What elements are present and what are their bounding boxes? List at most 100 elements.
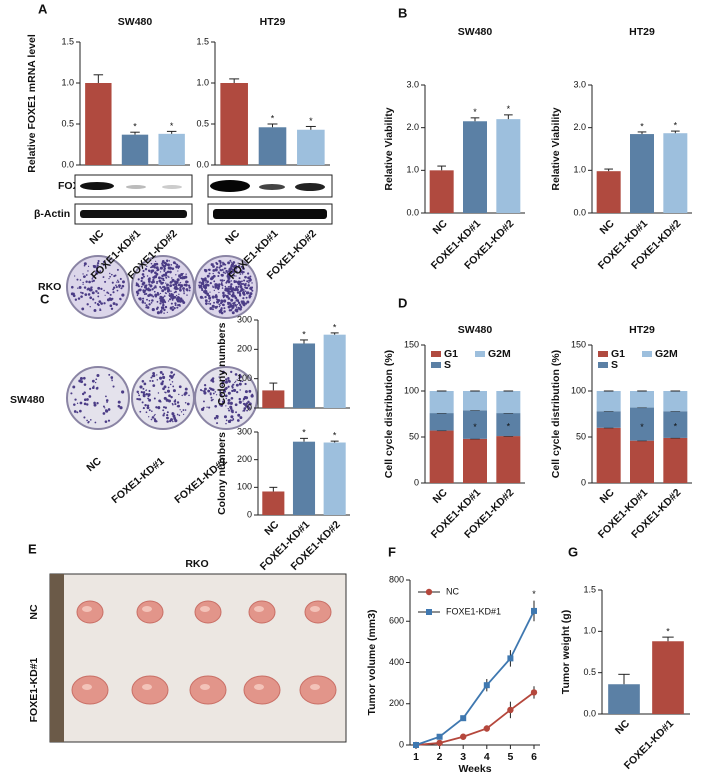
colony (234, 381, 236, 384)
bar (663, 133, 688, 213)
colony (237, 262, 239, 264)
colony (104, 294, 106, 296)
bar-segment (429, 430, 454, 483)
tumor (243, 675, 281, 705)
significance: * (309, 116, 313, 126)
colony (91, 278, 94, 280)
colony (152, 280, 156, 284)
colony (145, 304, 148, 307)
legend-swatch (642, 351, 652, 357)
y-tick-label: 200 (237, 454, 252, 464)
colony (236, 390, 239, 394)
colony (222, 295, 226, 298)
colony (155, 260, 157, 262)
colony (161, 373, 165, 376)
colony (112, 385, 115, 388)
colony (224, 272, 226, 274)
colony (105, 399, 109, 402)
tumor (189, 675, 227, 705)
colony (111, 378, 113, 380)
photo-row-label: FOXE1-KD#1 (28, 657, 40, 722)
y-tick-label: 200 (237, 344, 252, 354)
colony (142, 394, 146, 398)
colony (177, 267, 180, 269)
colony (168, 379, 171, 381)
colony (162, 303, 165, 306)
plate-row-label: RKO (38, 281, 61, 293)
panel-label: A (38, 1, 48, 16)
colony (73, 410, 77, 413)
colony (182, 272, 184, 275)
colony (220, 307, 223, 310)
tumor (71, 675, 109, 705)
colony (136, 390, 139, 394)
colony (217, 299, 221, 303)
colony (244, 382, 247, 386)
colony (159, 292, 162, 295)
colony (247, 272, 250, 275)
colony (232, 302, 236, 305)
colony (71, 285, 74, 289)
significance: * (333, 431, 337, 441)
y-tick-label: 300 (237, 426, 252, 436)
colony (186, 281, 189, 283)
colony (231, 419, 233, 422)
colony (141, 273, 144, 276)
colony (172, 414, 176, 418)
colony (93, 401, 96, 405)
colony (170, 296, 173, 299)
legend-label: S (611, 359, 618, 371)
colony (204, 387, 207, 391)
significance: * (302, 329, 306, 339)
colony (97, 292, 100, 295)
colony (224, 378, 228, 381)
colony (171, 277, 173, 279)
colony (242, 297, 245, 300)
colony (247, 406, 251, 410)
tumor-highlight (82, 684, 92, 690)
colony (159, 271, 162, 273)
colony (87, 293, 91, 296)
chart-title: SW480 (458, 26, 493, 38)
colony (215, 261, 218, 264)
colony (148, 303, 151, 306)
colony (170, 371, 173, 374)
significance: * (507, 104, 511, 114)
bar-segment (630, 440, 654, 483)
significance: * (532, 589, 536, 599)
colony (156, 282, 158, 285)
colony (212, 285, 214, 287)
colony (222, 271, 225, 274)
y-axis-label: Cell cycle distribution (%) (383, 350, 395, 478)
colony (110, 273, 113, 276)
colony (223, 299, 227, 303)
colony (97, 259, 100, 263)
colony (204, 281, 207, 283)
colony (203, 391, 207, 395)
colony (154, 418, 156, 421)
bar-segment (463, 391, 487, 411)
colony (235, 383, 239, 387)
y-tick-label: 50 (576, 431, 586, 441)
colony (250, 394, 254, 397)
bar (608, 684, 640, 714)
colony (106, 291, 109, 294)
colony (109, 304, 113, 308)
colony (170, 290, 172, 292)
colony (220, 299, 224, 302)
colony (239, 273, 242, 275)
colony (147, 393, 151, 397)
colony (74, 275, 76, 277)
bar-segment (496, 413, 521, 437)
colony (241, 280, 243, 283)
colony (153, 415, 155, 417)
colony (220, 311, 224, 315)
colony (226, 279, 230, 283)
colony (111, 379, 113, 382)
colony (168, 260, 170, 262)
colony (228, 274, 232, 278)
colony (231, 308, 234, 310)
colony (175, 294, 178, 297)
